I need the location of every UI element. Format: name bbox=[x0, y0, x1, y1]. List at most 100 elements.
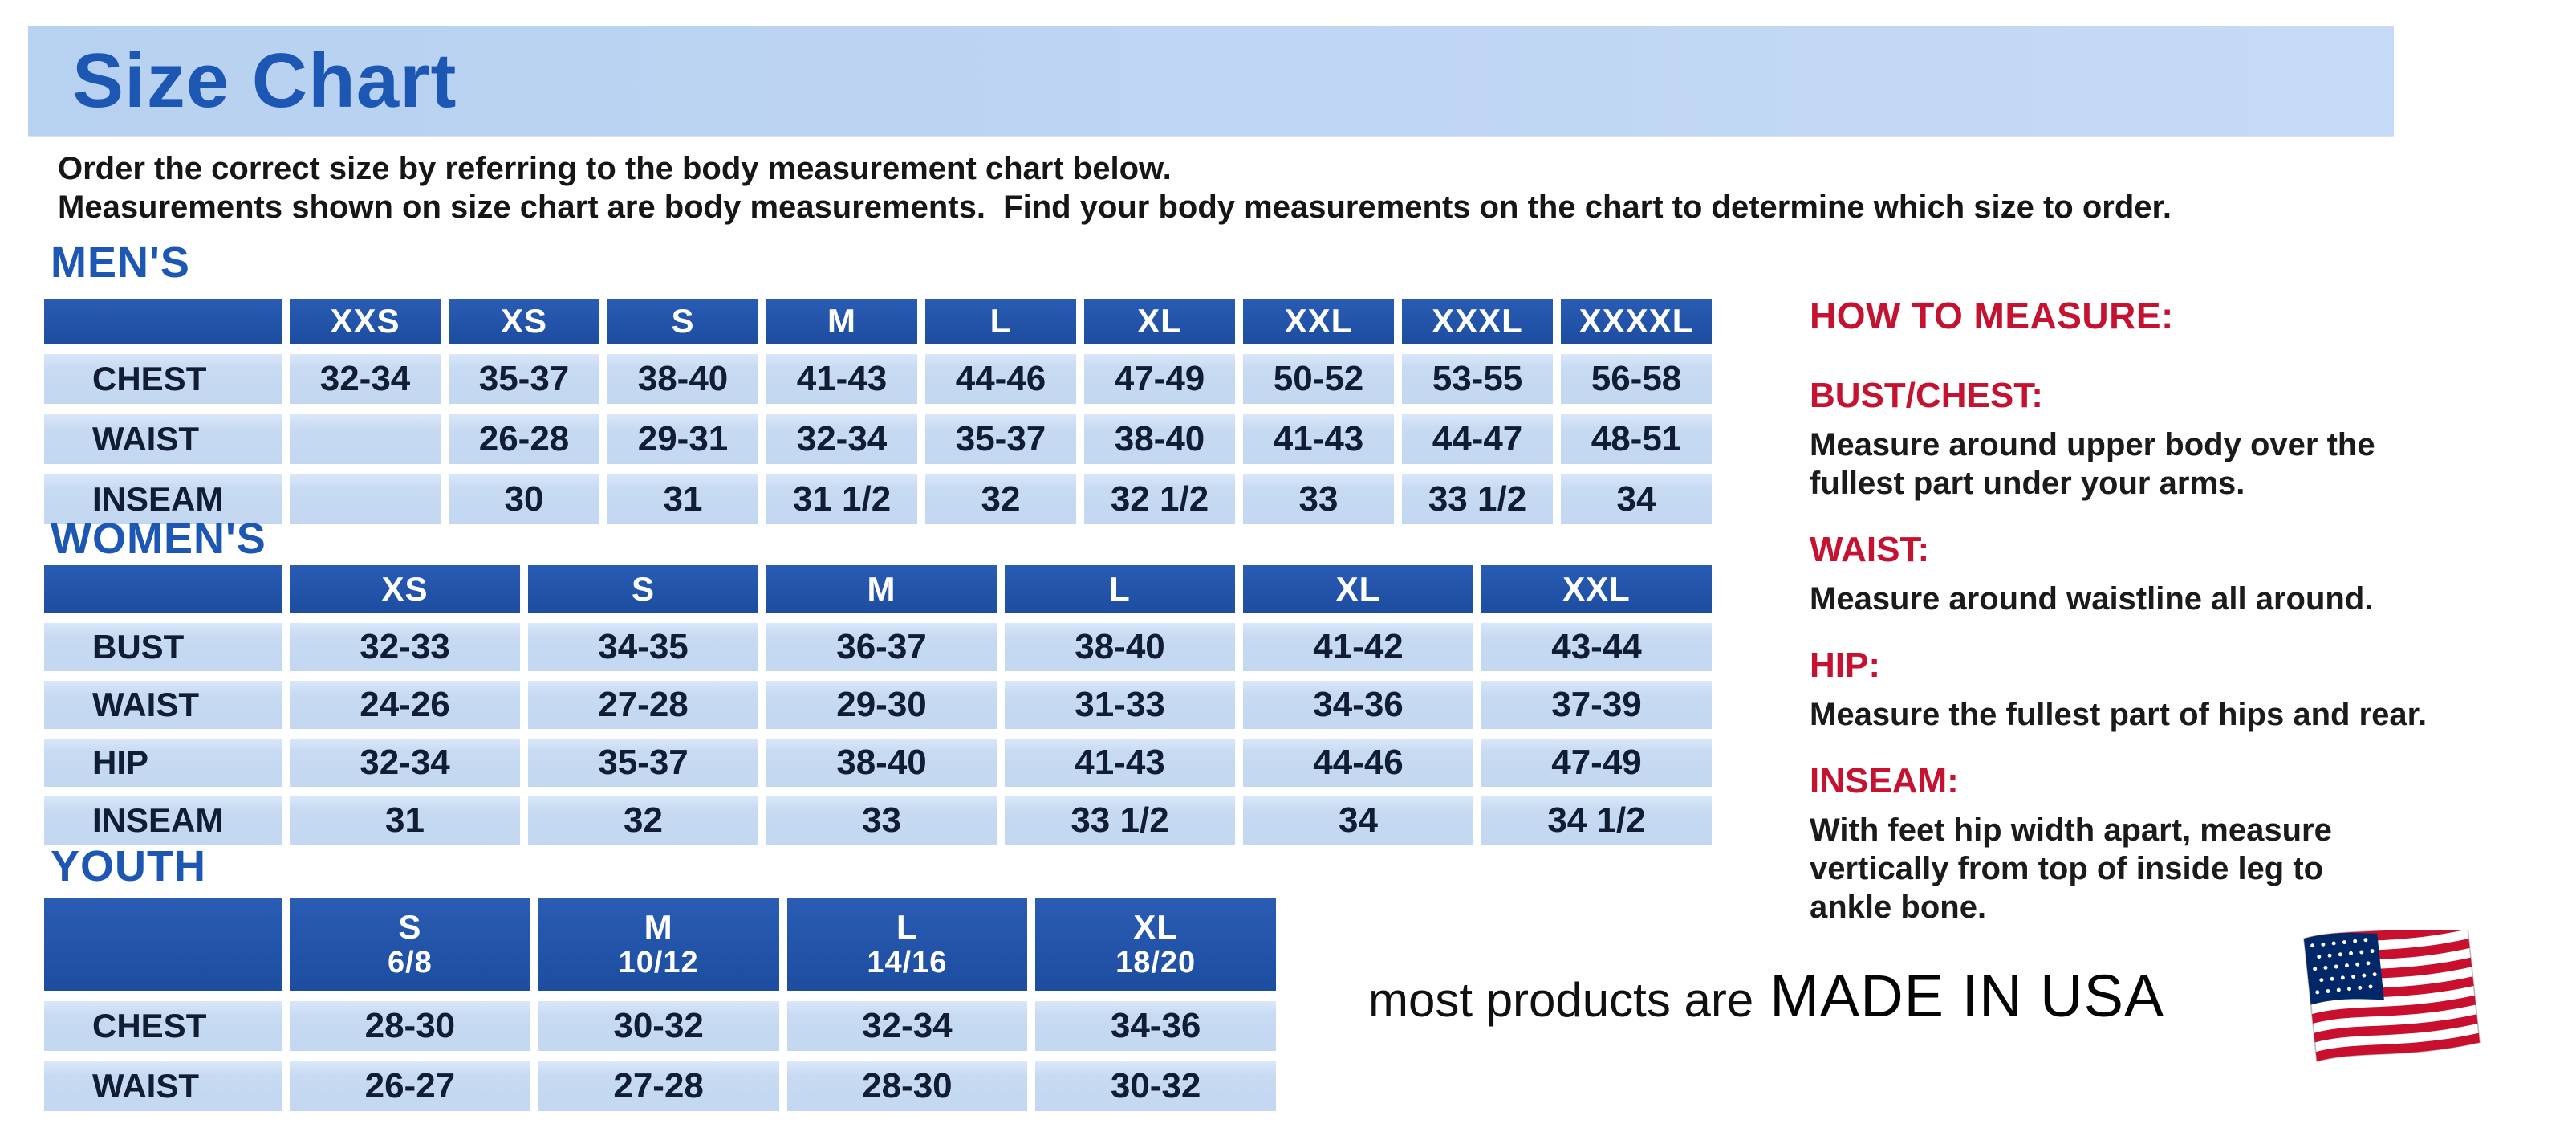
youth-col-grade: 14/16 bbox=[867, 946, 948, 980]
section-heading-youth: YOUTH bbox=[51, 842, 206, 890]
mens-size-cell: 41-43 bbox=[766, 354, 917, 404]
mens-size-cell: 44-46 bbox=[925, 354, 1076, 404]
womens-size-cell: 33 1/2 bbox=[1005, 796, 1235, 845]
title-banner: Size Chart bbox=[28, 26, 2394, 137]
womens-size-cell: 29-30 bbox=[766, 681, 997, 729]
mens-size-cell: 31 bbox=[607, 474, 758, 524]
womens-size-cell: 32-34 bbox=[290, 739, 520, 787]
womens-size-cell: 34-35 bbox=[528, 623, 758, 671]
mens-col-header: XL bbox=[1084, 299, 1235, 344]
mens-size-cell: 50-52 bbox=[1243, 354, 1394, 404]
mens-col-header: XXXXL bbox=[1561, 299, 1712, 344]
womens-size-cell: 36-37 bbox=[766, 623, 997, 671]
usa-flag-icon bbox=[2303, 930, 2481, 1063]
intro-line-2: Measurements shown on size chart are bod… bbox=[58, 189, 2172, 225]
womens-size-cell: 24-26 bbox=[290, 681, 520, 729]
womens-size-cell: 37-39 bbox=[1481, 681, 1712, 729]
womens-col-header: S bbox=[528, 565, 758, 613]
mens-size-cell: 31 1/2 bbox=[766, 474, 917, 524]
youth-col-grade: 18/20 bbox=[1115, 946, 1197, 980]
mens-size-cell: 44-47 bbox=[1402, 414, 1553, 464]
womens-size-table: XS S M L XL XXL BUST 32-33 34-35 36-37 38-40 41-42 4… bbox=[44, 565, 1712, 845]
womens-col-header: XXL bbox=[1481, 565, 1712, 613]
measure-label: BUST/CHEST: bbox=[1810, 376, 2043, 415]
womens-size-cell: 43-44 bbox=[1481, 623, 1712, 671]
mens-size-cell: 35-37 bbox=[449, 354, 599, 404]
measure-text: Measure the fullest part of hips and rea… bbox=[1810, 697, 2428, 732]
youth-size-table: S 6/8 M 10/12 L 14/16 XL 18/20 CHEST 28-30 30-32 32… bbox=[44, 898, 1276, 1111]
womens-corner-cell bbox=[44, 565, 282, 613]
mens-size-cell: 38-40 bbox=[1084, 414, 1235, 464]
measure-label: WAIST: bbox=[1810, 530, 1930, 569]
mens-size-cell: 26-28 bbox=[449, 414, 599, 464]
womens-col-header: L bbox=[1005, 565, 1235, 613]
womens-col-header: M bbox=[766, 565, 997, 613]
womens-size-cell: 31-33 bbox=[1005, 681, 1235, 729]
mens-size-cell: 32-34 bbox=[290, 354, 441, 404]
womens-row-label: HIP bbox=[44, 739, 282, 787]
youth-col-size: L bbox=[896, 908, 918, 947]
mens-corner-cell bbox=[44, 299, 282, 344]
how-to-measure-heading: HOW TO MEASURE: bbox=[1810, 295, 2174, 336]
youth-size-cell: 26-27 bbox=[290, 1061, 530, 1111]
mens-col-header: XS bbox=[449, 299, 599, 344]
youth-corner-cell bbox=[44, 898, 282, 991]
mens-size-cell: 30 bbox=[449, 474, 599, 524]
mens-size-cell: 33 1/2 bbox=[1402, 474, 1553, 524]
womens-row-label: INSEAM bbox=[44, 796, 282, 845]
womens-size-cell: 38-40 bbox=[766, 739, 997, 787]
mens-size-cell: 32-34 bbox=[766, 414, 917, 464]
youth-col-header: S 6/8 bbox=[290, 898, 530, 991]
womens-col-header: XL bbox=[1243, 565, 1473, 613]
youth-col-size: XL bbox=[1133, 908, 1178, 947]
youth-col-header: M 10/12 bbox=[538, 898, 779, 991]
youth-size-cell: 30-32 bbox=[538, 1001, 779, 1051]
mens-row-label: WAIST bbox=[44, 414, 282, 464]
womens-size-cell: 32 bbox=[528, 796, 758, 845]
youth-size-cell: 27-28 bbox=[538, 1061, 779, 1111]
section-heading-mens: MEN'S bbox=[51, 238, 190, 287]
mens-size-cell: 34 bbox=[1561, 474, 1712, 524]
mens-col-header: L bbox=[925, 299, 1076, 344]
womens-size-cell: 41-43 bbox=[1005, 739, 1235, 787]
intro-line-1: Order the correct size by referring to t… bbox=[58, 151, 1172, 186]
footer-prefix-text: most products are bbox=[1368, 973, 1754, 1027]
youth-col-size: M bbox=[644, 908, 673, 947]
womens-size-cell: 32-33 bbox=[290, 623, 520, 671]
youth-size-cell: 28-30 bbox=[290, 1001, 530, 1051]
mens-size-cell: 56-58 bbox=[1561, 354, 1712, 404]
mens-size-cell: 53-55 bbox=[1402, 354, 1553, 404]
mens-size-cell bbox=[290, 414, 441, 464]
measure-text: Measure around upper body over the fulle… bbox=[1810, 427, 2375, 501]
womens-col-header: XS bbox=[290, 565, 520, 613]
womens-size-cell: 41-42 bbox=[1243, 623, 1473, 671]
womens-size-cell: 27-28 bbox=[528, 681, 758, 729]
mens-row-label: CHEST bbox=[44, 354, 282, 404]
measure-label: INSEAM: bbox=[1810, 761, 1959, 800]
womens-size-cell: 33 bbox=[766, 796, 997, 845]
mens-size-cell: 35-37 bbox=[925, 414, 1076, 464]
mens-size-cell: 29-31 bbox=[607, 414, 758, 464]
mens-size-cell: 32 1/2 bbox=[1084, 474, 1235, 524]
mens-size-cell: 32 bbox=[925, 474, 1076, 524]
womens-size-cell: 35-37 bbox=[528, 739, 758, 787]
youth-row-label: CHEST bbox=[44, 1001, 282, 1051]
youth-col-header: XL 18/20 bbox=[1035, 898, 1276, 991]
mens-col-header: XXS bbox=[290, 299, 441, 344]
measure-text: With feet hip width apart, measure verti… bbox=[1810, 812, 2332, 925]
youth-col-grade: 10/12 bbox=[618, 946, 699, 980]
mens-size-cell: 33 bbox=[1243, 474, 1394, 524]
mens-size-cell: 38-40 bbox=[607, 354, 758, 404]
youth-row-label: WAIST bbox=[44, 1061, 282, 1111]
mens-size-cell: 41-43 bbox=[1243, 414, 1394, 464]
mens-row-label: INSEAM bbox=[44, 474, 282, 524]
measure-text: Measure around waistline all around. bbox=[1810, 581, 2374, 617]
womens-size-cell: 34-36 bbox=[1243, 681, 1473, 729]
section-heading-womens: WOMEN'S bbox=[51, 515, 266, 563]
youth-size-cell: 34-36 bbox=[1035, 1001, 1276, 1051]
page-title: Size Chart bbox=[72, 38, 457, 124]
womens-row-label: WAIST bbox=[44, 681, 282, 729]
womens-size-cell: 38-40 bbox=[1005, 623, 1235, 671]
how-to-measure: HOW TO MEASURE: BUST/CHEST: Measure aroun… bbox=[1810, 294, 2556, 954]
mens-col-header: XXL bbox=[1243, 299, 1394, 344]
